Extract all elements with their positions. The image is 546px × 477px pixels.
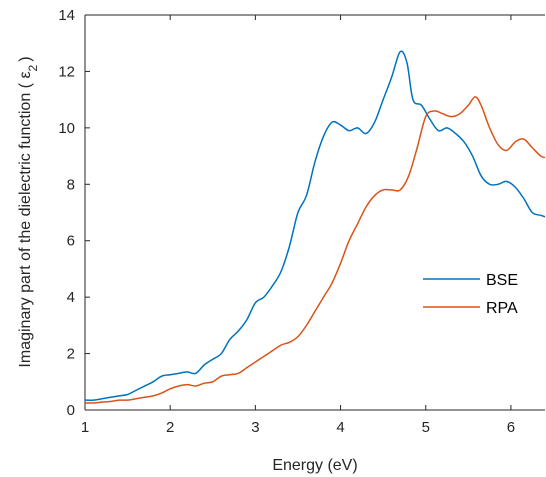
x-tick-label: 2: [166, 419, 174, 436]
series-line-rpa: [84, 96, 546, 404]
x-tick-label: 4: [336, 419, 344, 436]
x-tick-label: 1: [81, 419, 89, 436]
y-tick-label: 14: [58, 7, 75, 24]
y-tick-label: 12: [58, 63, 75, 80]
legend: BSE RPA: [423, 272, 518, 317]
y-tick-label: 8: [67, 176, 75, 193]
x-tick-label: 6: [507, 419, 515, 436]
legend-label-bse: BSE: [486, 272, 518, 289]
y-tick-label: 6: [67, 233, 75, 250]
x-tick-label: 3: [251, 419, 259, 436]
y-tick-label: 0: [67, 402, 75, 419]
y-tick-label: 4: [67, 289, 75, 306]
legend-label-rpa: RPA: [486, 300, 518, 317]
series-group: [84, 50, 546, 404]
y-tick-label: 10: [58, 120, 75, 137]
y-axis-label-main: Imaginary part of the dielectric functio…: [17, 71, 34, 367]
x-tick-label: 5: [422, 419, 430, 436]
y-tick-label: 2: [67, 346, 75, 363]
y-axis-label-group: Imaginary part of the dielectric functio…: [17, 56, 40, 367]
x-axis-label: Energy (eV): [272, 457, 357, 474]
y-axis-label-subscript: 2: [26, 64, 40, 71]
y-axis-label-close: ): [17, 56, 34, 61]
y-axis-label: Imaginary part of the dielectric functio…: [17, 56, 40, 367]
axes: [84, 14, 545, 411]
series-line-bse: [84, 50, 546, 401]
